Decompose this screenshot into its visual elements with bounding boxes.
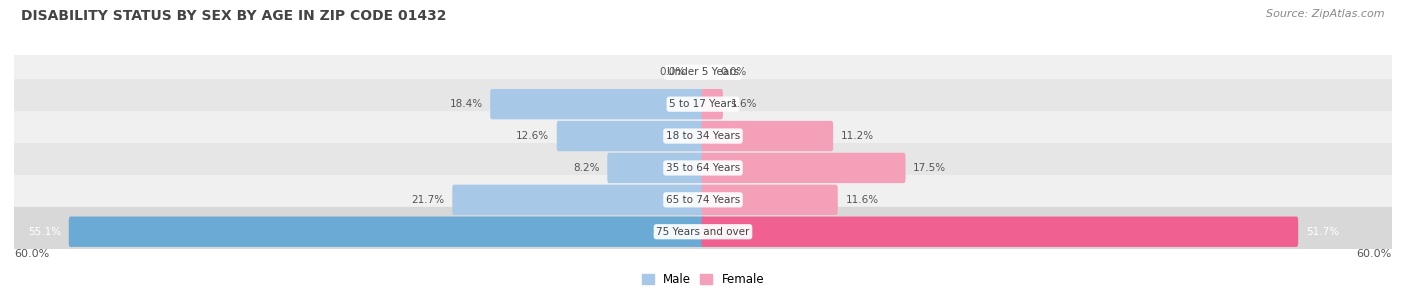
FancyBboxPatch shape <box>11 175 1395 225</box>
Text: 5 to 17 Years: 5 to 17 Years <box>669 99 737 109</box>
FancyBboxPatch shape <box>11 47 1395 97</box>
Text: 18 to 34 Years: 18 to 34 Years <box>666 131 740 141</box>
Text: 12.6%: 12.6% <box>516 131 550 141</box>
FancyBboxPatch shape <box>11 207 1395 257</box>
Text: 1.6%: 1.6% <box>731 99 756 109</box>
FancyBboxPatch shape <box>453 185 704 215</box>
Text: 55.1%: 55.1% <box>28 227 60 237</box>
Text: 35 to 64 Years: 35 to 64 Years <box>666 163 740 173</box>
Legend: Male, Female: Male, Female <box>641 273 765 286</box>
FancyBboxPatch shape <box>607 153 704 183</box>
FancyBboxPatch shape <box>557 121 704 151</box>
Text: 21.7%: 21.7% <box>412 195 444 205</box>
Text: 0.0%: 0.0% <box>659 67 686 77</box>
FancyBboxPatch shape <box>69 216 704 247</box>
Text: 75 Years and over: 75 Years and over <box>657 227 749 237</box>
FancyBboxPatch shape <box>491 89 704 119</box>
Text: 60.0%: 60.0% <box>14 249 49 259</box>
FancyBboxPatch shape <box>702 153 905 183</box>
Text: 0.0%: 0.0% <box>720 67 747 77</box>
FancyBboxPatch shape <box>11 111 1395 161</box>
FancyBboxPatch shape <box>702 185 838 215</box>
FancyBboxPatch shape <box>702 121 834 151</box>
Text: 17.5%: 17.5% <box>912 163 946 173</box>
Text: 11.2%: 11.2% <box>841 131 875 141</box>
FancyBboxPatch shape <box>11 79 1395 129</box>
FancyBboxPatch shape <box>702 216 1298 247</box>
Text: DISABILITY STATUS BY SEX BY AGE IN ZIP CODE 01432: DISABILITY STATUS BY SEX BY AGE IN ZIP C… <box>21 9 447 23</box>
Text: 18.4%: 18.4% <box>450 99 482 109</box>
Text: Under 5 Years: Under 5 Years <box>666 67 740 77</box>
Text: 8.2%: 8.2% <box>574 163 599 173</box>
Text: 60.0%: 60.0% <box>1357 249 1392 259</box>
Text: Source: ZipAtlas.com: Source: ZipAtlas.com <box>1267 9 1385 19</box>
FancyBboxPatch shape <box>11 143 1395 193</box>
FancyBboxPatch shape <box>702 89 723 119</box>
Text: 51.7%: 51.7% <box>1306 227 1339 237</box>
Text: 11.6%: 11.6% <box>845 195 879 205</box>
Text: 65 to 74 Years: 65 to 74 Years <box>666 195 740 205</box>
